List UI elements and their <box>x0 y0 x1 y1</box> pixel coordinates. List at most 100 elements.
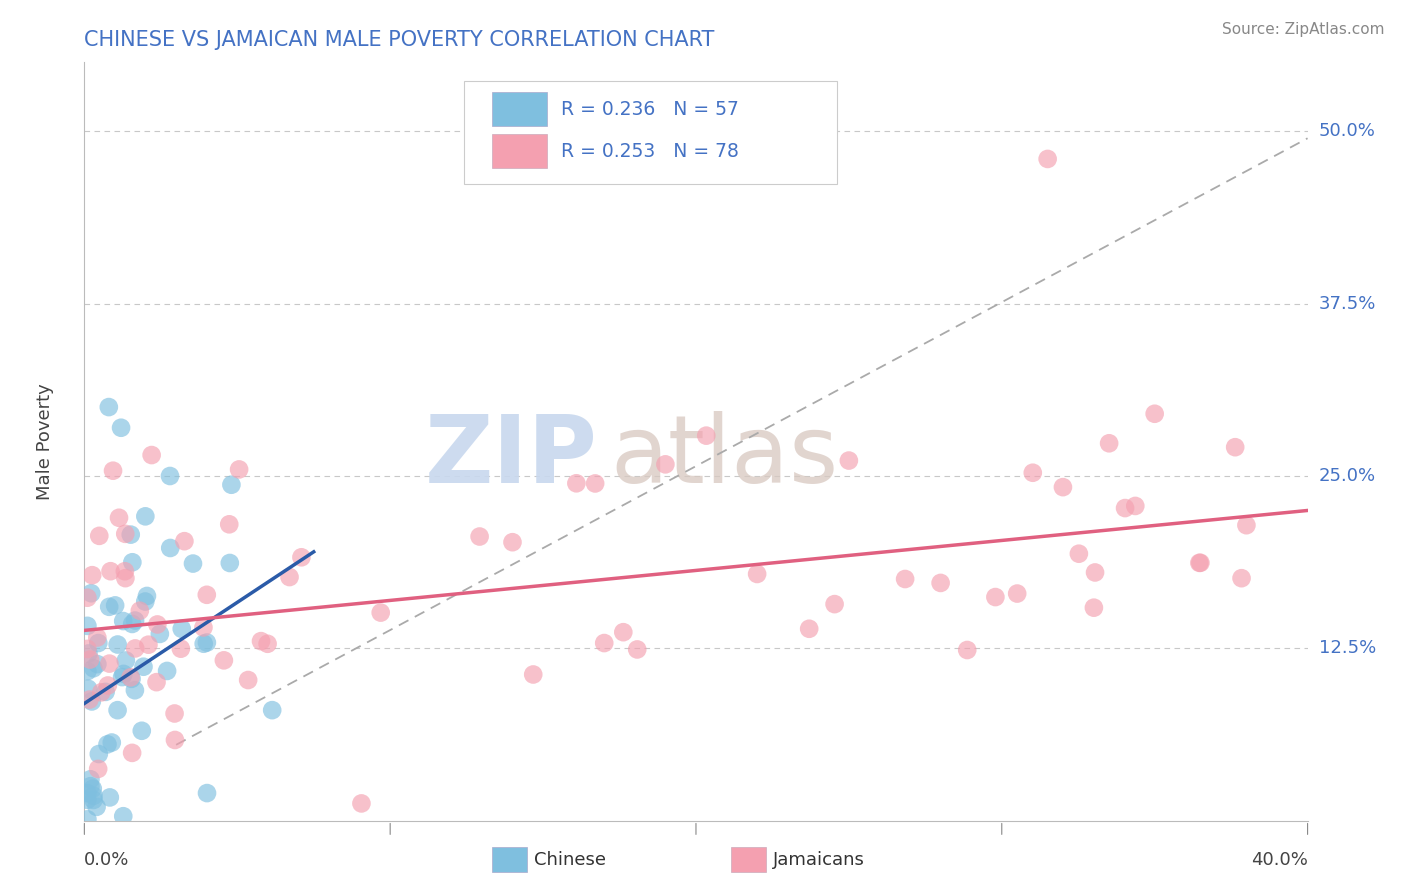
Point <box>112 614 135 628</box>
Point <box>468 529 491 543</box>
Point <box>894 572 917 586</box>
Point <box>159 541 181 555</box>
Point <box>76 786 98 800</box>
Text: R = 0.253   N = 78: R = 0.253 N = 78 <box>561 142 740 161</box>
Point <box>145 675 167 690</box>
Point <box>114 571 136 585</box>
Point <box>97 400 120 414</box>
Point <box>1022 466 1045 480</box>
Point <box>124 614 146 628</box>
Point <box>170 641 193 656</box>
Point <box>195 635 218 649</box>
FancyBboxPatch shape <box>464 81 837 184</box>
Point <box>107 638 129 652</box>
Point <box>163 706 186 721</box>
Point <box>612 625 634 640</box>
Point <box>218 556 240 570</box>
Point <box>80 586 103 600</box>
Point <box>90 685 112 699</box>
Point <box>121 672 143 686</box>
Point <box>98 657 121 671</box>
Point <box>1236 518 1258 533</box>
Point <box>1143 407 1166 421</box>
Point <box>1225 440 1247 454</box>
Point <box>195 786 218 800</box>
Point <box>799 622 821 636</box>
Point <box>120 670 142 684</box>
Point <box>228 462 250 476</box>
Point <box>747 566 769 581</box>
Point <box>134 509 156 524</box>
Point <box>156 664 179 678</box>
Point <box>114 526 136 541</box>
Point <box>100 564 122 578</box>
Point <box>193 620 215 634</box>
Text: Chinese: Chinese <box>534 851 606 869</box>
Point <box>121 555 143 569</box>
Text: 37.5%: 37.5% <box>1319 294 1376 313</box>
FancyBboxPatch shape <box>492 134 547 168</box>
Point <box>79 779 101 793</box>
Point <box>141 448 163 462</box>
Point <box>136 589 159 603</box>
Point <box>98 790 121 805</box>
Point <box>1188 556 1211 570</box>
Point <box>929 575 952 590</box>
Point <box>80 694 103 708</box>
Point <box>583 476 606 491</box>
Point <box>1052 480 1074 494</box>
Point <box>159 469 181 483</box>
Point <box>1098 436 1121 450</box>
Point <box>134 594 156 608</box>
Text: 40.0%: 40.0% <box>1251 851 1308 869</box>
Point <box>212 653 235 667</box>
Point <box>104 599 127 613</box>
Point <box>236 673 259 687</box>
Point <box>94 685 117 699</box>
Text: atlas: atlas <box>610 410 838 503</box>
Point <box>128 604 150 618</box>
Point <box>181 557 204 571</box>
Point <box>1123 499 1146 513</box>
Point <box>76 813 98 827</box>
Text: CHINESE VS JAMAICAN MALE POVERTY CORRELATION CHART: CHINESE VS JAMAICAN MALE POVERTY CORRELA… <box>84 29 714 50</box>
Text: R = 0.236   N = 57: R = 0.236 N = 57 <box>561 100 740 119</box>
Point <box>221 477 243 491</box>
Point <box>278 570 301 584</box>
Point <box>250 634 273 648</box>
Point <box>82 661 104 675</box>
Point <box>370 606 392 620</box>
Text: 0.0%: 0.0% <box>84 851 129 869</box>
Point <box>114 653 136 667</box>
Point <box>956 643 979 657</box>
Point <box>1036 152 1059 166</box>
Point <box>87 636 110 650</box>
Point <box>1005 586 1028 600</box>
Point <box>76 664 98 678</box>
Point <box>1067 547 1090 561</box>
Point <box>98 599 121 614</box>
Point <box>290 550 312 565</box>
Point <box>1083 600 1105 615</box>
Point <box>121 616 143 631</box>
Point <box>96 737 118 751</box>
Point <box>101 464 124 478</box>
Point <box>77 681 100 696</box>
Point <box>654 458 676 472</box>
Point <box>838 453 860 467</box>
Text: 50.0%: 50.0% <box>1319 122 1375 140</box>
Point <box>77 647 100 661</box>
Point <box>112 666 135 681</box>
Point <box>124 683 146 698</box>
Point <box>522 667 544 681</box>
Point <box>350 797 373 811</box>
Point <box>1230 571 1253 585</box>
Point <box>97 678 120 692</box>
Point <box>76 641 98 656</box>
Point <box>824 597 846 611</box>
Text: Male Poverty: Male Poverty <box>35 384 53 500</box>
Point <box>86 657 108 672</box>
Point <box>984 590 1007 604</box>
Point <box>124 641 146 656</box>
Point <box>1189 556 1212 570</box>
